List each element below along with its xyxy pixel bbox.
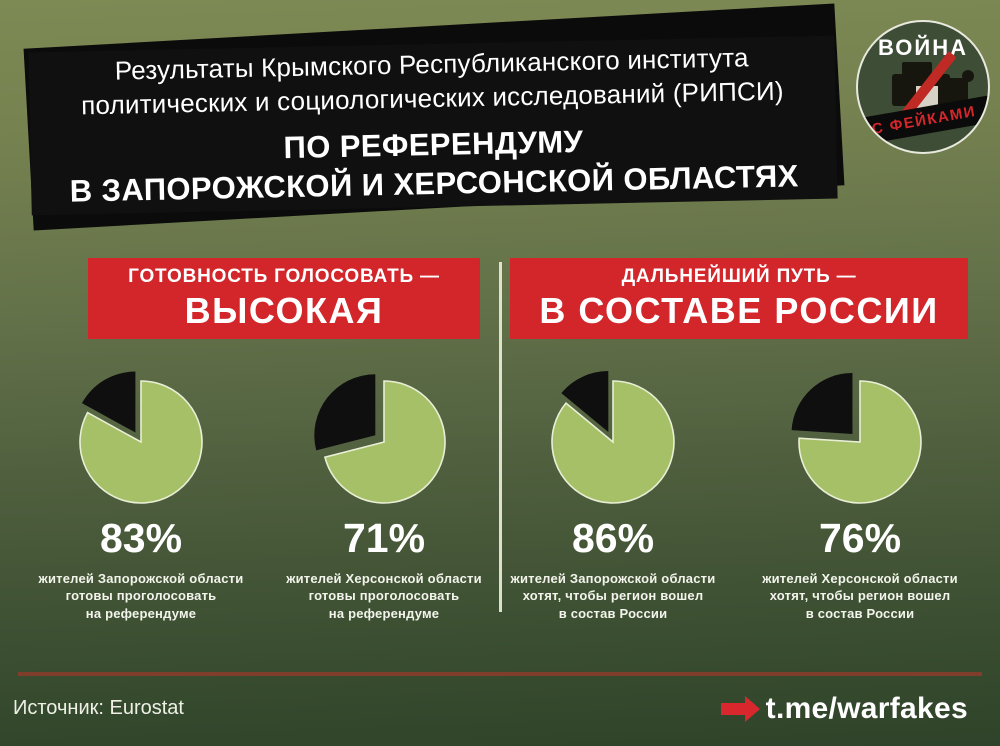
percent-label: 86% — [571, 515, 655, 561]
footer-divider — [18, 672, 982, 676]
percent-label: 76% — [818, 515, 902, 561]
section-banner-voting-line1: ГОТОВНОСТЬ ГОЛОСОВАТЬ — — [128, 265, 440, 287]
logo-ribbon-label: С ФЕЙКАМИ — [870, 102, 978, 139]
section-banner-path: ДАЛЬНЕЙШИЙ ПУТЬ — В СОСТАВЕ РОССИИ — [510, 258, 968, 339]
pie-chart-kherson-russia — [765, 354, 955, 524]
pie-chart-kherson-vote — [289, 354, 479, 524]
section-banner-path-line2: В СОСТАВЕ РОССИИ — [539, 289, 939, 331]
header-title-line1: ПО РЕФЕРЕНДУМУ — [283, 123, 584, 165]
section-banner-voting-line2: ВЫСОКАЯ — [184, 289, 384, 331]
pie-caption: жителей Запорожской области готовы прого… — [38, 571, 244, 621]
pie-caption: жителей Херсонской области готовы прогол… — [286, 571, 482, 621]
right-arrow-icon — [720, 696, 760, 722]
warfakes-logo: ВОЙНА С ФЕЙКАМИ — [856, 20, 990, 154]
section-banner-path-line1: ДАЛЬНЕЙШИЙ ПУТЬ — — [621, 265, 857, 287]
telegram-link[interactable]: t.me/warfakes — [720, 692, 968, 726]
section-divider — [499, 262, 502, 612]
pie-chart-zaporozhye-vote — [46, 354, 236, 524]
pie-caption: жителей Запорожской области хотят, чтобы… — [510, 571, 716, 621]
source-label: Источник: Eurostat — [13, 697, 184, 719]
section-banner-voting: ГОТОВНОСТЬ ГОЛОСОВАТЬ — ВЫСОКАЯ — [88, 258, 480, 339]
percent-label: 71% — [342, 515, 426, 561]
header-title-line2: В ЗАПОРОЖСКОЙ И ХЕРСОНСКОЙ ОБЛАСТЯХ — [69, 158, 800, 209]
telegram-link-text[interactable]: t.me/warfakes — [765, 692, 968, 725]
pie-chart-zaporozhye-russia — [518, 354, 708, 524]
percent-label: 83% — [99, 515, 183, 561]
header-banner: Результаты Крымского Республиканского ин… — [28, 35, 838, 216]
pie-caption: жителей Херсонской области хотят, чтобы … — [762, 571, 958, 621]
logo-title: ВОЙНА — [877, 35, 969, 60]
